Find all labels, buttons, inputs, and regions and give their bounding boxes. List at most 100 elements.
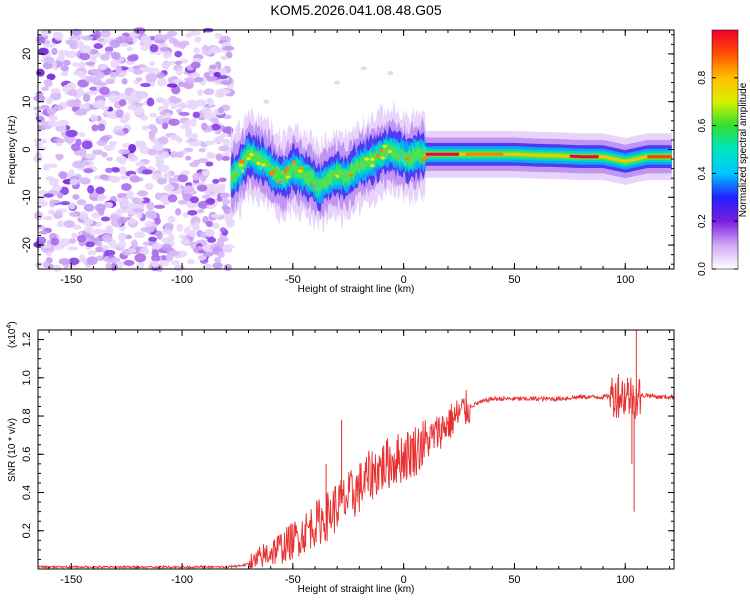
spectrogram-signal-layer [230, 98, 672, 234]
signal-dot [246, 156, 251, 161]
noise-blob [85, 61, 95, 66]
noise-blob [387, 71, 394, 76]
noise-blob [197, 254, 207, 261]
noise-blob [103, 144, 115, 152]
noise-blob [83, 161, 90, 166]
noise-blob [216, 239, 225, 248]
snr-line-layer [37, 330, 675, 570]
noise-blob [136, 64, 147, 69]
noise-blob [190, 216, 201, 225]
noise-blob [221, 155, 230, 161]
noise-blob [177, 250, 188, 258]
noise-blob [144, 182, 154, 190]
noise-blob [140, 227, 152, 233]
noise-blob [156, 72, 166, 79]
noise-blob [79, 148, 87, 158]
noise-blob [162, 200, 170, 206]
noise-blob [67, 246, 78, 251]
noise-blob [223, 263, 232, 272]
noise-blob [167, 215, 176, 223]
noise-blob [165, 112, 172, 118]
noise-blob [182, 185, 195, 194]
noise-blob [137, 141, 147, 148]
noise-blob [99, 174, 108, 180]
noise-blob [48, 115, 58, 121]
noise-blob [83, 203, 95, 212]
x-tick-label: -50 [285, 274, 301, 286]
noise-blob [154, 39, 166, 44]
noise-blob [214, 257, 222, 264]
noise-blob [205, 220, 213, 228]
noise-blob [198, 157, 209, 164]
noise-blob [47, 120, 59, 127]
noise-blob [67, 89, 79, 97]
noise-blob [49, 177, 59, 187]
noise-blob [34, 262, 43, 268]
noise-blob [118, 99, 127, 107]
noise-blob [222, 126, 234, 135]
noise-blob [163, 172, 172, 180]
noise-blob [108, 94, 119, 103]
noise-blob [92, 149, 104, 156]
noise-blob [128, 247, 137, 253]
signal-dot [262, 155, 267, 159]
signal-dot [249, 153, 254, 157]
colorbar-tick-label: 0.4 [697, 166, 708, 180]
noise-blob [41, 28, 49, 37]
noise-blob [91, 212, 101, 219]
signal-dot [382, 144, 387, 148]
noise-blob [132, 208, 145, 213]
noise-blob [180, 170, 191, 176]
x-tick-label: -100 [171, 574, 193, 586]
noise-blob [104, 201, 114, 209]
noise-blob [222, 45, 235, 51]
x-tick-label: 50 [508, 274, 520, 286]
noise-blob [63, 220, 75, 228]
signal-core [421, 152, 672, 163]
noise-blob [83, 217, 94, 226]
signal-dot [375, 154, 380, 158]
signal-dot [332, 176, 337, 180]
signal-dot [285, 175, 291, 179]
noise-blob [120, 202, 130, 207]
noise-blob [82, 93, 91, 103]
y-tick-label: 1.2 [21, 332, 33, 347]
noise-blob [149, 44, 159, 53]
noise-blob [162, 99, 170, 108]
noise-blob [96, 99, 106, 108]
noise-blob [60, 124, 67, 133]
colorbar-tick-label: 0.2 [697, 214, 708, 228]
noise-blob [52, 211, 63, 220]
noise-blob [33, 138, 45, 144]
noise-blob [155, 97, 166, 103]
noise-blob [85, 241, 95, 248]
signal-dot [395, 147, 400, 151]
noise-blob [218, 177, 227, 183]
noise-blob [263, 99, 270, 104]
snr-x-ticks: -150 -100 -50 0 50 100 [48, 330, 671, 586]
signal-dot [405, 157, 410, 161]
noise-blob [149, 112, 157, 118]
noise-blob [219, 227, 227, 233]
noise-blob [74, 110, 87, 116]
noise-blob [54, 31, 64, 41]
noise-blob [176, 223, 184, 232]
noise-blob [95, 246, 103, 253]
noise-blob [200, 122, 208, 131]
noise-blob [69, 178, 79, 186]
signal-dot [422, 146, 427, 151]
noise-blob [109, 71, 118, 78]
noise-blob [213, 71, 221, 78]
noise-blob [218, 145, 230, 152]
noise-blob [69, 211, 77, 217]
noise-blob [84, 153, 96, 159]
noise-blob [93, 30, 102, 39]
signal-dot [336, 166, 341, 170]
noise-blob [215, 135, 225, 142]
y-tick-label: -10 [21, 189, 33, 205]
noise-blob [202, 263, 213, 269]
noise-blob [123, 259, 135, 266]
noise-blob [46, 97, 53, 105]
signal-dot [238, 160, 244, 164]
noise-blob [210, 222, 220, 230]
